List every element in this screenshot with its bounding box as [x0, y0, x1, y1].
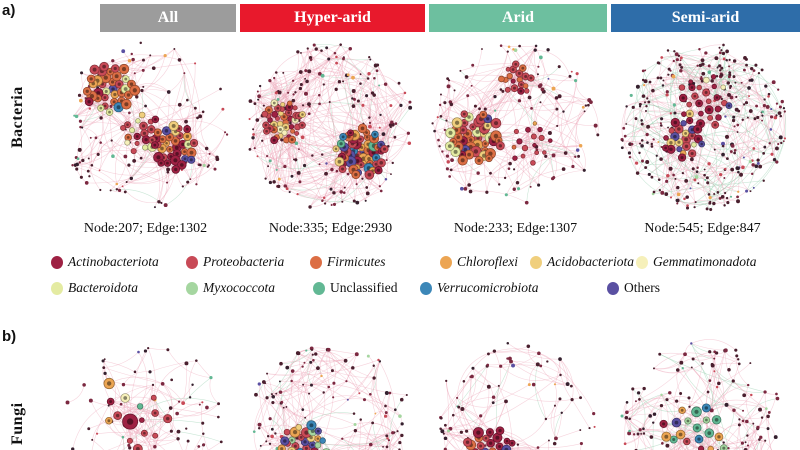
column-header-label: All: [157, 9, 179, 26]
legend-item-proteobacteria: Proteobacteria: [186, 254, 284, 270]
legend-label: Gemmatimonadota: [653, 254, 757, 269]
legend-dot-icon: [186, 281, 198, 295]
legend-item-bacteroidota: Bacteroidota: [51, 280, 138, 296]
legend-item-others: Others: [607, 280, 660, 296]
legend-label: Verrucomicrobiota: [437, 280, 539, 295]
legend-item-verrucomicrobiota: Verrucomicrobiota: [420, 280, 539, 296]
legend-item-chloroflexi: Chloroflexi: [440, 254, 518, 270]
column-header-label: Hyper-arid: [294, 9, 371, 26]
legend-dot-icon: [310, 255, 322, 269]
panel-b-label: b): [2, 328, 17, 345]
column-header-arid: Arid: [429, 4, 607, 32]
legend-label: Actinobacteriota: [68, 254, 159, 269]
column-header-semi-arid: Semi-arid: [611, 4, 800, 32]
legend-item-acidobacteriota: Acidobacteriota: [530, 254, 634, 270]
legend-dot-icon: [607, 281, 619, 295]
panel-a-label: a): [2, 2, 16, 19]
network-fungi-all: [53, 336, 238, 450]
network-bacteria-all: [53, 36, 238, 216]
network-fungi-hyper-arid: [238, 336, 423, 450]
legend-label: Proteobacteria: [203, 254, 285, 269]
column-header-label: Arid: [502, 9, 534, 26]
stat-label-arid: Node:233; Edge:1307: [453, 221, 578, 236]
legend-dot-icon: [530, 255, 542, 269]
legend-item-actinobacteriota: Actinobacteriota: [51, 254, 159, 270]
row-label-bacteria: Bacteria: [9, 86, 26, 148]
legend-item-myxococcota: Myxococcota: [186, 280, 275, 296]
legend-label: Others: [624, 280, 660, 295]
legend-dot-icon: [51, 281, 63, 295]
legend-dot-icon: [313, 281, 325, 295]
stat-label-semi-arid: Node:545; Edge:847: [644, 221, 761, 236]
column-header-label: Semi-arid: [671, 9, 740, 26]
legend-dot-icon: [440, 255, 452, 269]
legend-item-unclassified: Unclassified: [313, 280, 397, 296]
stat-label-hyper-arid: Node:335; Edge:2930: [268, 221, 393, 236]
column-header-all: All: [100, 4, 236, 32]
legend-dot-icon: [51, 255, 63, 269]
network-bacteria-arid: [423, 36, 608, 216]
legend-label: Acidobacteriota: [547, 254, 634, 269]
legend-item-firmicutes: Firmicutes: [310, 254, 386, 270]
network-bacteria-hyper-arid: [238, 36, 423, 216]
network-fungi-arid: [423, 336, 608, 450]
legend-dot-icon: [636, 255, 648, 269]
row-label-fungi: Fungi: [9, 402, 26, 446]
legend-label: Firmicutes: [327, 254, 386, 269]
network-bacteria-semi-arid: [610, 36, 795, 216]
legend-label: Unclassified: [330, 280, 398, 295]
column-header-hyper-arid: Hyper-arid: [240, 4, 425, 32]
stat-label-all: Node:207; Edge:1302: [83, 221, 208, 236]
legend-label: Bacteroidota: [68, 280, 138, 295]
network-fungi-semi-arid: [610, 336, 795, 450]
legend-dot-icon: [186, 255, 198, 269]
legend-item-gemmatimonadota: Gemmatimonadota: [636, 254, 757, 270]
legend-dot-icon: [420, 281, 432, 295]
legend-label: Chloroflexi: [457, 254, 518, 269]
legend-label: Myxococcota: [203, 280, 275, 295]
